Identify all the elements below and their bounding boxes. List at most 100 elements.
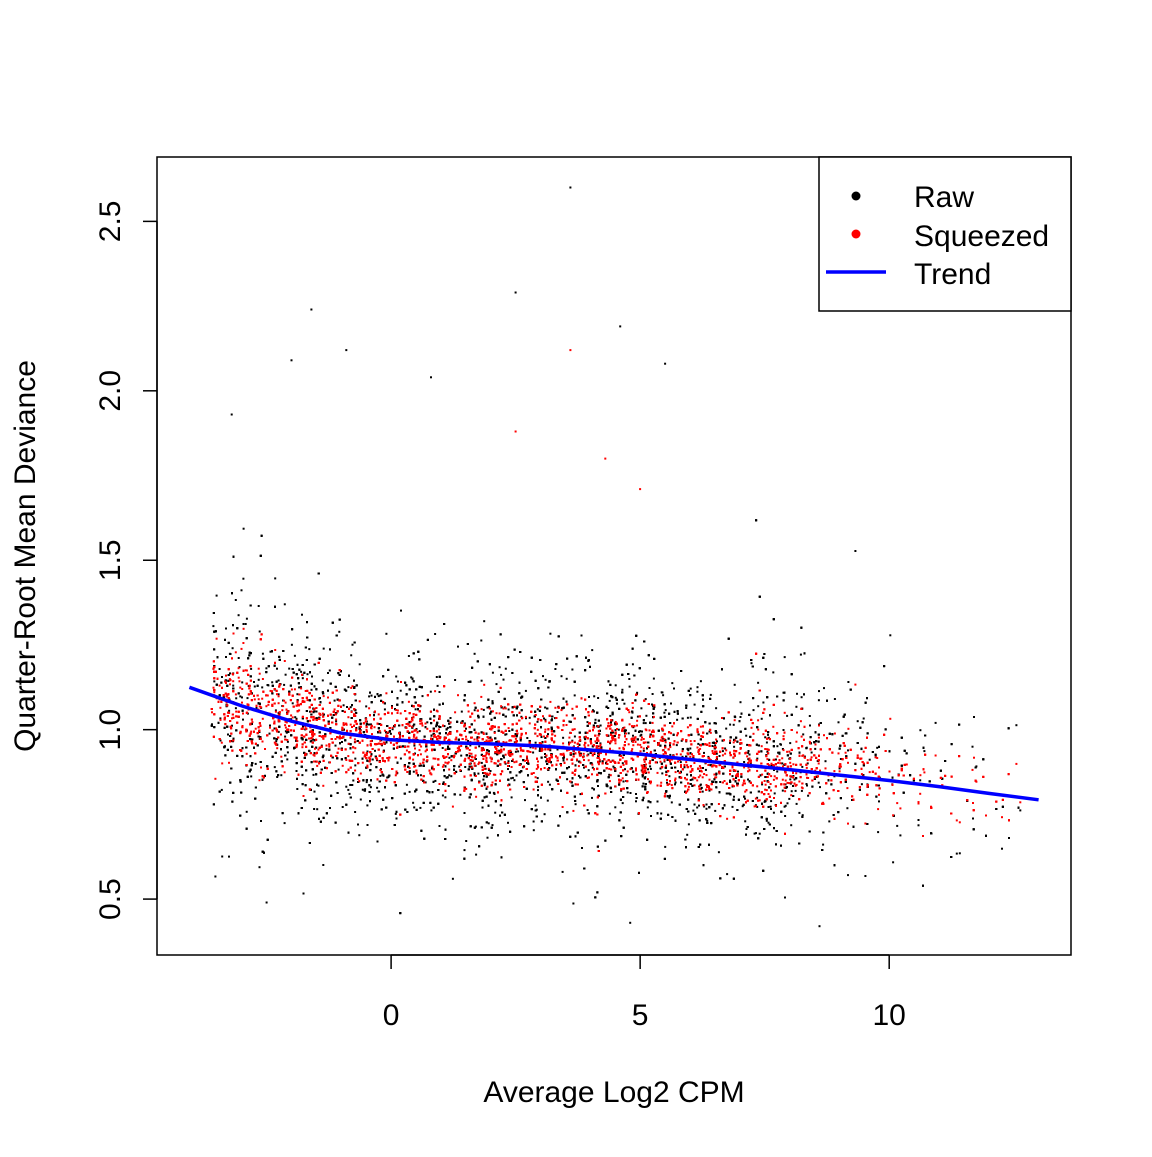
raw-point <box>781 789 784 792</box>
raw-point <box>404 681 407 684</box>
raw-point <box>224 638 226 641</box>
raw-point <box>608 773 611 776</box>
raw-point <box>331 716 334 719</box>
raw-point <box>335 634 338 637</box>
raw-point <box>662 694 665 697</box>
raw-point <box>752 709 755 712</box>
raw-point <box>500 758 503 761</box>
raw-point <box>524 799 526 802</box>
raw-point <box>686 716 689 719</box>
raw-point <box>362 731 365 734</box>
raw-point <box>806 784 808 787</box>
raw-point <box>733 745 736 748</box>
raw-point <box>718 791 721 794</box>
raw-point <box>689 687 692 690</box>
raw-point <box>228 709 231 712</box>
raw-point <box>716 740 718 743</box>
raw-point <box>418 658 421 661</box>
raw-point <box>522 759 525 762</box>
raw-point <box>806 762 809 765</box>
raw-point <box>341 806 344 808</box>
raw-point <box>240 589 243 592</box>
raw-point <box>795 705 798 708</box>
raw-point <box>261 652 264 655</box>
raw-point <box>426 790 429 793</box>
raw-point <box>864 875 867 877</box>
raw-point <box>663 711 666 714</box>
raw-point <box>618 819 621 822</box>
raw-point <box>399 912 402 915</box>
raw-point <box>410 676 413 679</box>
raw-point <box>495 683 498 686</box>
raw-point <box>244 623 247 625</box>
raw-point <box>731 775 734 778</box>
raw-point <box>702 705 705 708</box>
raw-point <box>251 738 254 741</box>
raw-point <box>488 750 490 753</box>
raw-point <box>295 717 298 720</box>
raw-point <box>760 816 763 819</box>
raw-point <box>767 733 769 736</box>
raw-point <box>434 779 437 782</box>
raw-point <box>216 656 219 659</box>
raw-point <box>478 745 481 748</box>
raw-point <box>511 728 514 731</box>
raw-point <box>556 711 559 713</box>
raw-point <box>723 717 725 720</box>
raw-point <box>419 774 422 777</box>
raw-point <box>586 809 589 811</box>
raw-point <box>411 704 413 707</box>
raw-point <box>837 811 840 814</box>
raw-point <box>437 725 440 728</box>
raw-point <box>698 804 700 807</box>
raw-point <box>361 788 364 791</box>
raw-point <box>245 827 248 830</box>
raw-point <box>399 689 402 692</box>
raw-point <box>557 824 560 827</box>
raw-point <box>556 748 559 751</box>
raw-point <box>423 735 426 738</box>
raw-point <box>389 732 392 735</box>
raw-point <box>308 842 311 844</box>
raw-point <box>407 765 410 768</box>
raw-point <box>547 780 550 783</box>
raw-point <box>596 711 599 714</box>
raw-point <box>636 715 639 718</box>
raw-point <box>789 782 792 785</box>
raw-point <box>280 760 283 763</box>
raw-point <box>461 720 464 723</box>
raw-point <box>697 798 700 801</box>
raw-point <box>719 735 722 738</box>
raw-point <box>438 703 441 706</box>
raw-point <box>429 690 432 693</box>
raw-point <box>709 764 712 767</box>
raw-point <box>310 761 313 764</box>
raw-point <box>231 592 233 595</box>
raw-point <box>349 743 352 746</box>
raw-point <box>449 717 452 719</box>
raw-point <box>660 812 663 815</box>
raw-point <box>878 745 880 748</box>
raw-point <box>706 819 709 822</box>
raw-point <box>499 804 502 807</box>
raw-point <box>269 650 272 653</box>
raw-point <box>704 721 707 724</box>
raw-point <box>487 698 490 701</box>
raw-point <box>473 826 476 829</box>
raw-point <box>635 797 638 799</box>
raw-point <box>618 707 621 710</box>
raw-point <box>596 891 599 894</box>
raw-point <box>473 772 476 775</box>
raw-point <box>805 747 808 750</box>
raw-point <box>399 734 401 737</box>
raw-point <box>660 762 663 765</box>
raw-point <box>847 874 849 877</box>
raw-point <box>488 768 490 771</box>
raw-point <box>370 701 373 704</box>
raw-point <box>230 767 233 770</box>
raw-point <box>363 789 366 792</box>
raw-point <box>827 779 830 782</box>
raw-point <box>674 766 677 769</box>
raw-point <box>568 741 571 744</box>
